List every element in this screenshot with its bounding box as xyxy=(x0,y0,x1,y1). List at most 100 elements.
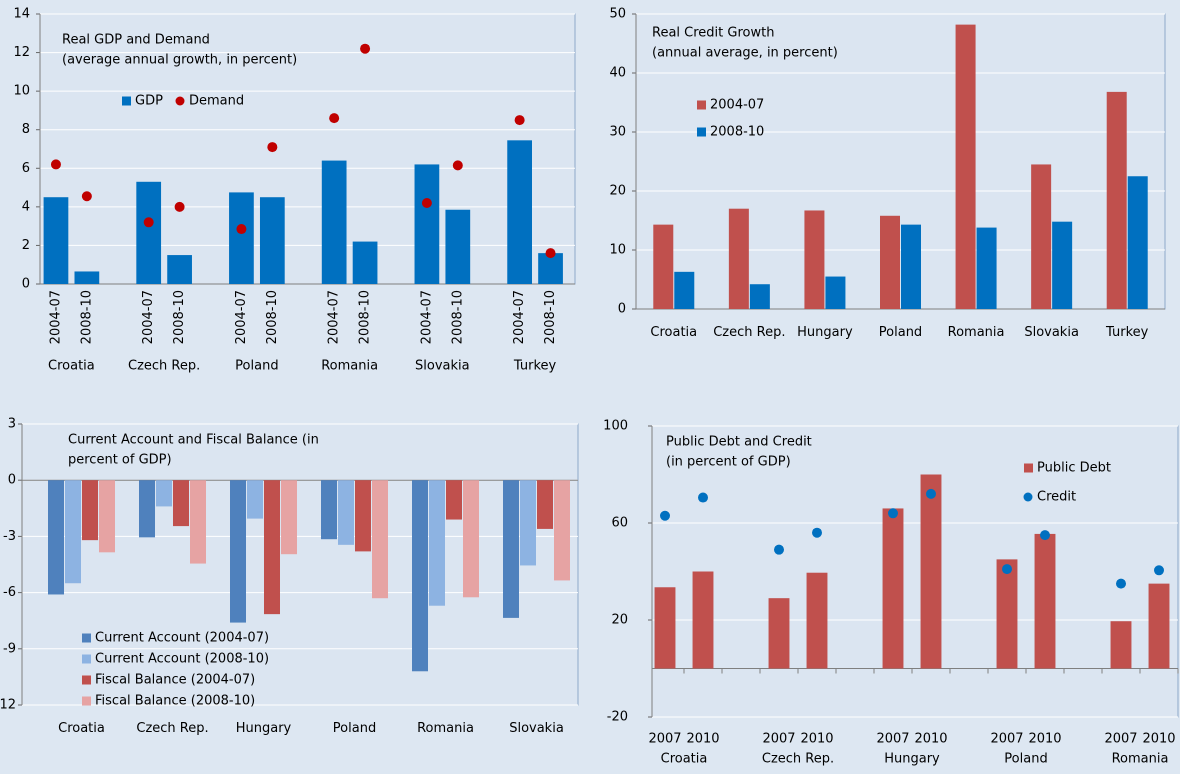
legend-label: GDP xyxy=(135,94,163,109)
bar xyxy=(554,480,570,581)
x-tick-label: 2007 xyxy=(990,732,1023,747)
dot xyxy=(1002,564,1012,575)
group-label: Poland xyxy=(1004,752,1047,767)
y-tick-label: 0 xyxy=(22,277,30,292)
legend-label: Public Debt xyxy=(1037,461,1111,476)
y-tick-label: 10 xyxy=(609,243,626,258)
x-tick-label: 2004-07 xyxy=(234,290,249,344)
bar xyxy=(429,480,445,606)
bar xyxy=(445,209,471,284)
dot xyxy=(660,510,670,521)
group-label: Czech Rep. xyxy=(762,752,834,767)
bar xyxy=(230,480,246,623)
x-tick-label: Czech Rep. xyxy=(713,325,786,340)
y-tick-label: 0 xyxy=(8,473,16,488)
x-tick-label: 2010 xyxy=(800,732,833,747)
bar xyxy=(281,480,297,555)
x-tick-label: 2010 xyxy=(914,732,947,747)
x-tick-label: 2010 xyxy=(686,732,719,747)
group-label: Czech Rep. xyxy=(128,359,200,374)
y-tick-label: 14 xyxy=(13,7,30,22)
bar xyxy=(74,271,100,284)
bar xyxy=(412,480,428,672)
dot xyxy=(236,224,247,235)
bar xyxy=(414,164,440,284)
chart-title: (annual average, in percent) xyxy=(652,46,838,61)
x-tick-label: 2010 xyxy=(1028,732,1061,747)
bar xyxy=(1106,91,1127,309)
x-tick-label: 2004-07 xyxy=(141,290,156,344)
dot xyxy=(143,217,154,228)
x-tick-label: 2004-07 xyxy=(419,290,434,344)
x-tick-label: Czech Rep. xyxy=(136,721,209,736)
group-label: Romania xyxy=(321,359,378,374)
dot xyxy=(329,113,340,124)
bar xyxy=(173,480,189,527)
group-label: Slovakia xyxy=(415,359,470,374)
plot-area xyxy=(39,13,576,285)
x-tick-label: Poland xyxy=(878,325,923,340)
bar xyxy=(825,276,846,309)
dot xyxy=(50,159,61,170)
bar xyxy=(955,24,976,310)
y-tick-label: 0 xyxy=(618,302,626,317)
x-tick-label: Romania xyxy=(417,721,474,736)
legend-marker xyxy=(697,100,706,110)
chart-title: (average annual growth, in percent) xyxy=(62,53,297,68)
y-tick-label: -20 xyxy=(607,710,628,725)
group-label: Romania xyxy=(1112,752,1169,767)
legend-label: Demand xyxy=(189,94,244,109)
bar xyxy=(99,480,115,553)
dot xyxy=(81,191,92,202)
bar xyxy=(136,181,162,284)
bar xyxy=(880,215,900,309)
bar xyxy=(156,480,172,507)
y-tick-label: 60 xyxy=(611,516,628,531)
bar xyxy=(372,480,388,599)
bar xyxy=(1031,164,1052,309)
y-tick-label: 30 xyxy=(609,125,626,140)
chart-title: percent of GDP) xyxy=(68,453,172,468)
bar xyxy=(1034,533,1056,669)
y-tick-label: 10 xyxy=(13,84,30,99)
legend-marker xyxy=(82,633,91,643)
bar xyxy=(674,271,695,309)
y-tick-label: 3 xyxy=(8,417,16,432)
bar xyxy=(1148,583,1170,669)
dot xyxy=(174,201,185,212)
y-tick-label: -6 xyxy=(3,585,16,600)
x-tick-label: Slovakia xyxy=(1024,325,1079,340)
bar xyxy=(920,474,942,669)
dot xyxy=(421,198,432,208)
x-tick-label: 2008-10 xyxy=(543,290,558,344)
x-tick-label: Hungary xyxy=(797,325,853,340)
bar xyxy=(804,210,825,309)
legend-marker xyxy=(82,675,91,685)
x-tick-label: Romania xyxy=(947,325,1005,340)
x-tick-label: 2007 xyxy=(648,732,681,747)
x-tick-label: 2007 xyxy=(876,732,909,747)
bar xyxy=(692,571,714,669)
bar xyxy=(229,192,254,284)
legend-label: Fiscal Balance (2008-10) xyxy=(95,694,255,709)
plot-area xyxy=(635,13,1166,310)
bar xyxy=(82,480,98,541)
bar xyxy=(537,480,553,529)
chart-title: (in percent of GDP) xyxy=(666,455,791,470)
y-tick-label: 20 xyxy=(611,613,628,628)
dot xyxy=(1154,565,1164,576)
x-tick-label: 2004-07 xyxy=(327,290,342,344)
chart-title: Public Debt and Credit xyxy=(666,435,812,450)
dot xyxy=(698,492,708,503)
bar xyxy=(768,598,790,669)
bar xyxy=(355,480,371,552)
legend-marker xyxy=(1024,463,1033,473)
bar xyxy=(654,587,676,669)
dot xyxy=(452,160,463,171)
group-label: Poland xyxy=(235,359,278,374)
y-tick-label: 8 xyxy=(22,122,30,137)
y-tick-label: 2 xyxy=(22,238,30,253)
bar xyxy=(352,241,378,284)
bar xyxy=(463,480,479,598)
